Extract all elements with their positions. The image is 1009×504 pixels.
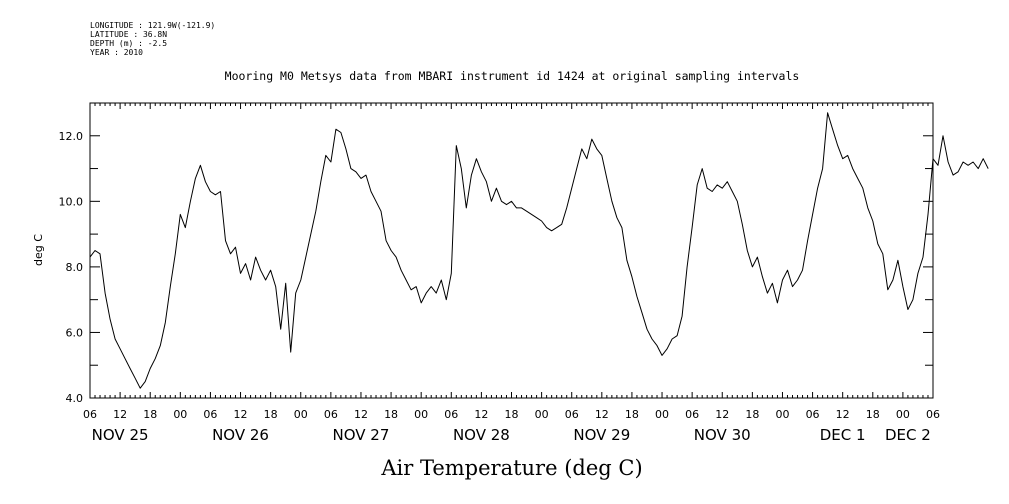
hour-tick-label: 18 <box>143 408 157 421</box>
series <box>89 112 989 389</box>
day-label: DEC 2 <box>885 426 931 444</box>
day-labels: NOV 25 NOV 26 NOV 27 NOV 28 NOV 29 NOV 30 DEC … <box>92 426 931 444</box>
hour-tick-label: 18 <box>264 408 278 421</box>
hour-tick-label: 00 <box>414 408 428 421</box>
header-info: LONGITUDE : 121.9W(-121.9) LATITUDE : 36… <box>90 21 215 57</box>
day-label: NOV 29 <box>573 426 630 444</box>
hour-tick-label: 12 <box>595 408 609 421</box>
x-axis-label: Air Temperature (deg C) <box>380 456 642 480</box>
hour-tick-label: 00 <box>173 408 187 421</box>
depth-text: DEPTH (m) : -2.5 <box>90 39 168 48</box>
hour-tick-label: 06 <box>444 408 458 421</box>
hour-tick-label: 12 <box>113 408 127 421</box>
y-tick-label: 6.0 <box>66 326 84 339</box>
hour-tick-label: 00 <box>655 408 669 421</box>
hour-tick-label: 12 <box>474 408 488 421</box>
axes <box>89 102 934 399</box>
hour-tick-label: 06 <box>926 408 940 421</box>
y-tick-label: 8.0 <box>66 261 84 274</box>
longitude-text: LONGITUDE : 121.9W(-121.9) <box>90 21 216 30</box>
hour-tick-label: 06 <box>203 408 217 421</box>
hour-tick-label: 18 <box>625 408 639 421</box>
day-label: NOV 27 <box>333 426 390 444</box>
day-label: NOV 25 <box>92 426 149 444</box>
hour-tick-labels: 06 12 18 00 06 12 18 00 06 12 18 00 06 12 18 00 06 12 18 00… <box>83 408 940 421</box>
hour-tick-label: 00 <box>535 408 549 421</box>
day-label: NOV 26 <box>212 426 269 444</box>
hour-tick-label: 18 <box>384 408 398 421</box>
hour-tick-label: 06 <box>324 408 338 421</box>
y-axis-label: deg C <box>32 234 45 266</box>
hour-tick-label: 06 <box>806 408 820 421</box>
hour-tick-label: 00 <box>896 408 910 421</box>
y-tick-labels: 4.0 6.0 8.0 10.0 12.0 <box>59 130 84 405</box>
hour-tick-label: 18 <box>745 408 759 421</box>
day-label: NOV 28 <box>453 426 510 444</box>
day-label: NOV 30 <box>694 426 751 444</box>
hour-tick-label: 06 <box>685 408 699 421</box>
series-line <box>89 112 989 389</box>
y-tick-label: 4.0 <box>66 392 84 405</box>
day-label: DEC 1 <box>820 426 866 444</box>
hour-tick-label: 12 <box>354 408 368 421</box>
hour-tick-label: 06 <box>83 408 97 421</box>
latitude-text: LATITUDE : 36.8N <box>90 30 168 39</box>
y-tick-label: 10.0 <box>59 195 84 208</box>
hour-tick-label: 18 <box>505 408 519 421</box>
y-tick-label: 12.0 <box>59 130 84 143</box>
year-text: YEAR : 2010 <box>90 48 143 57</box>
hour-tick-label: 00 <box>294 408 308 421</box>
hour-tick-label: 12 <box>836 408 850 421</box>
hour-tick-label: 12 <box>715 408 729 421</box>
hour-tick-label: 06 <box>565 408 579 421</box>
hour-tick-label: 00 <box>775 408 789 421</box>
plot-frame <box>89 102 934 399</box>
hour-tick-label: 18 <box>866 408 880 421</box>
chart-title: Mooring M0 Metsys data from MBARI instru… <box>225 69 800 83</box>
hour-tick-label: 12 <box>234 408 248 421</box>
